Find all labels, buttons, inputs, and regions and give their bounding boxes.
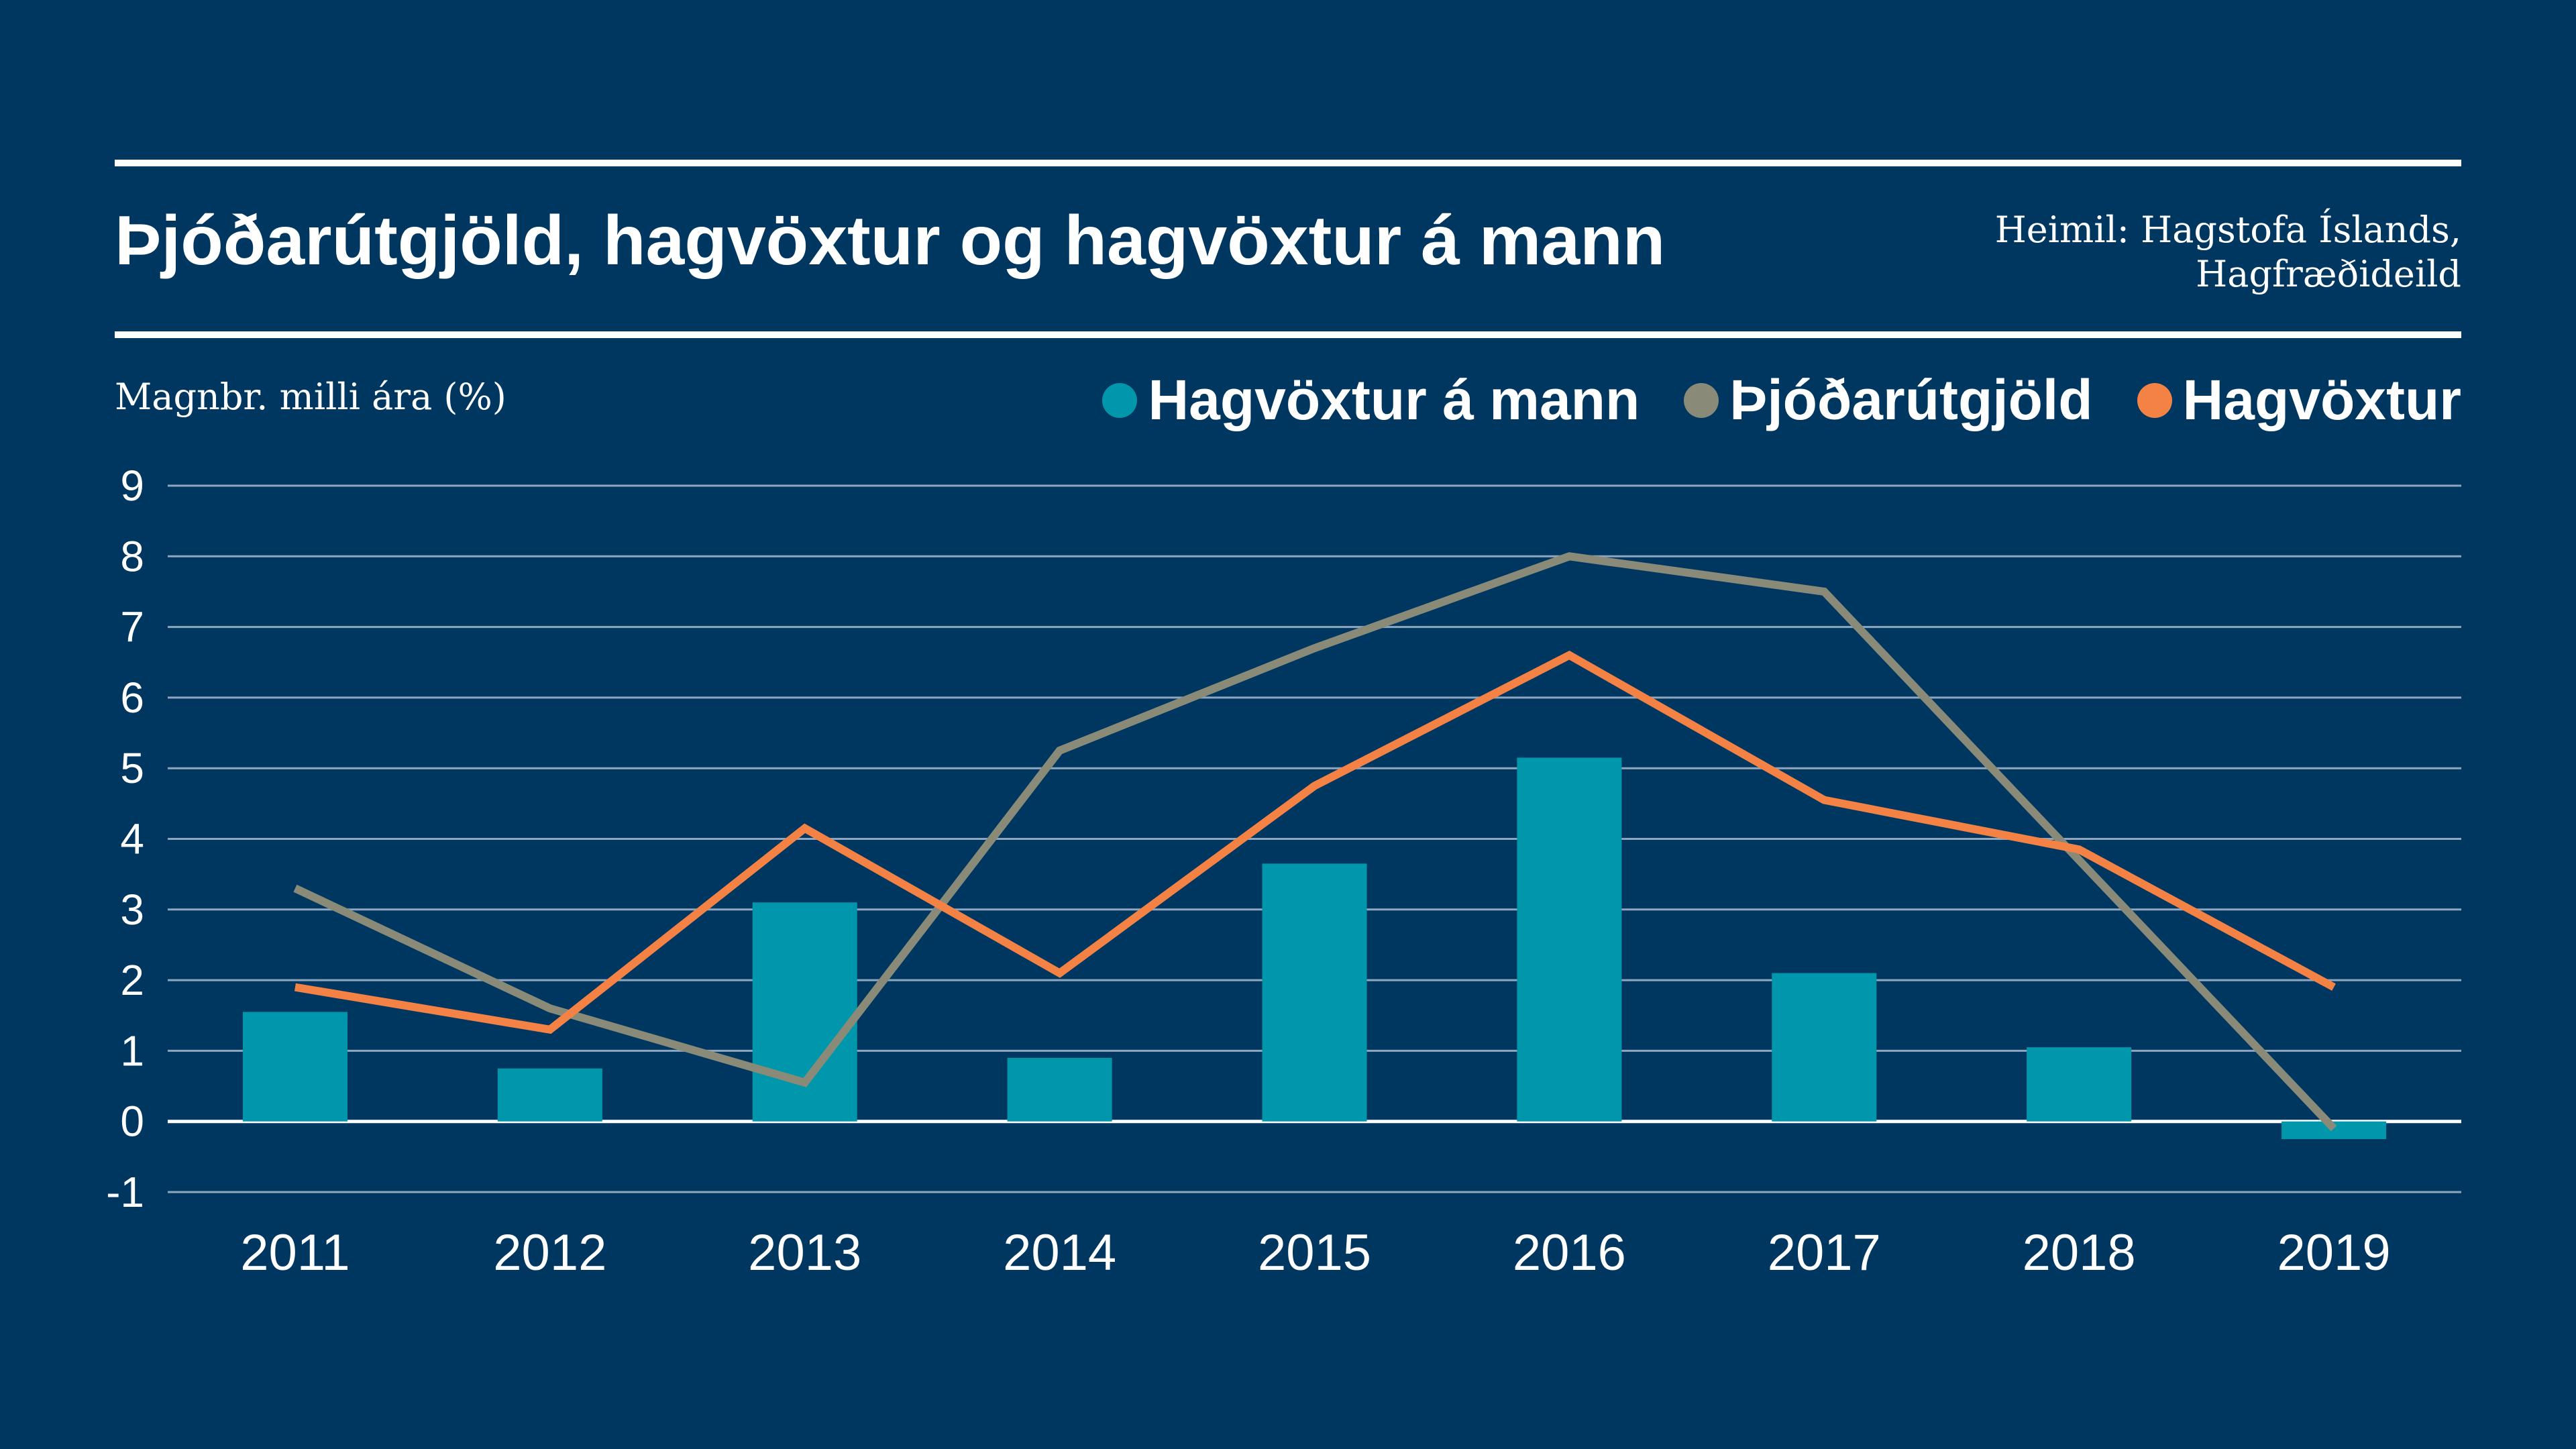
legend: Hagvöxtur á mann Þjóðarútgjöld Hagvöxtur — [1058, 368, 2461, 433]
legend-item-hagvoxtur: Hagvöxtur — [2137, 368, 2461, 433]
x-tick-label: 2012 — [493, 1224, 606, 1281]
line-hagvoxtur — [294, 650, 2336, 1034]
bar-2014 — [1007, 1057, 1112, 1122]
source-note: Heimil: Hagstofa Íslands, Hagfræðideild — [1995, 208, 2461, 297]
y-tick-label: 2 — [120, 956, 144, 1004]
legend-item-hagvoxtur-a-mann: Hagvöxtur á mann — [1102, 368, 1640, 433]
x-tick-label: 2013 — [748, 1224, 861, 1281]
y-tick-label: 6 — [120, 674, 144, 722]
y-tick-label: 0 — [120, 1097, 144, 1146]
x-tick-label: 2018 — [2023, 1224, 2136, 1281]
legend-label-hagvoxtur-a-mann: Hagvöxtur á mann — [1148, 368, 1640, 431]
x-tick-label: 2019 — [2277, 1224, 2391, 1281]
legend-label-hagvoxtur: Hagvöxtur — [2182, 368, 2461, 431]
chart-title: Þjóðarútgjöld, hagvöxtur og hagvöxtur á … — [115, 202, 1666, 280]
source-line-2: Hagfræðideild — [2196, 253, 2461, 295]
x-tick-label: 2015 — [1258, 1224, 1371, 1281]
y-tick-label: 7 — [120, 603, 144, 651]
x-tick-label: 2014 — [1003, 1224, 1116, 1281]
bottom-rule — [115, 331, 2461, 338]
x-tick-label: 2017 — [1768, 1224, 1881, 1281]
line-thjodarutgjold — [293, 552, 2337, 1132]
legend-item-thjodarutgjold: Þjóðarútgjöld — [1684, 368, 2093, 433]
top-rule — [115, 160, 2461, 166]
bar-2013 — [752, 902, 857, 1122]
y-tick-label: 3 — [120, 885, 144, 934]
x-tick-label: 2011 — [240, 1224, 350, 1281]
legend-swatch-hagvoxtur — [2137, 382, 2172, 418]
y-tick-label: -1 — [106, 1168, 144, 1216]
x-tick-label: 2016 — [1513, 1224, 1626, 1281]
source-line-1: Heimil: Hagstofa Íslands, — [1994, 209, 2461, 251]
bar-2015 — [1262, 863, 1367, 1122]
bar-2012 — [497, 1068, 602, 1122]
legend-swatch-hagvoxtur-a-mann — [1102, 382, 1138, 418]
bar-2016 — [1517, 757, 1622, 1122]
legend-label-thjodarutgjold: Þjóðarútgjöld — [1729, 368, 2093, 431]
legend-swatch-thjodarutgjold — [1684, 382, 1719, 418]
y-tick-label: 8 — [120, 532, 144, 580]
y-tick-label: 9 — [120, 462, 144, 510]
y-axis-label: Magnbr. milli ára (%) — [115, 376, 506, 418]
bar-2018 — [2027, 1047, 2132, 1122]
bar-2011 — [242, 1012, 347, 1122]
y-tick-label: 1 — [120, 1026, 144, 1075]
y-tick-label: 4 — [120, 815, 144, 863]
y-tick-label: 5 — [120, 744, 144, 792]
bar-2017 — [1772, 973, 1877, 1122]
